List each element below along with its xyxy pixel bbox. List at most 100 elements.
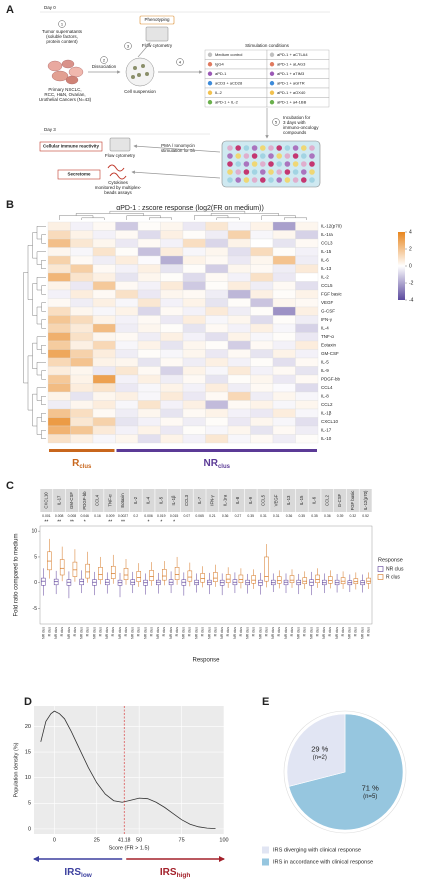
x-tick-label: NR clus (143, 627, 147, 639)
strip (180, 489, 193, 512)
strip (91, 489, 104, 512)
condition: aPD-1 + aGITR (277, 81, 305, 86)
dendrogram (41, 285, 46, 295)
well (284, 177, 291, 183)
heatmap-cell (205, 289, 229, 299)
heatmap-cell (47, 391, 71, 401)
legend-label: IRS diverging with clinical response (273, 847, 361, 853)
heatmap-cell (137, 238, 161, 248)
condition: IgG4 (215, 62, 224, 67)
heatmap-cell (115, 306, 139, 316)
day-label: Day 3 (44, 127, 56, 132)
heatmap-cell (160, 281, 184, 291)
heatmap-cell (295, 391, 319, 401)
strip (295, 489, 308, 512)
strip-label: IFN-γ (210, 494, 215, 505)
supernatant-line: (soluble factors, (46, 34, 78, 39)
well (227, 153, 233, 159)
well (260, 169, 266, 175)
x-tick-label: NR clus (297, 627, 301, 639)
strip-label: IL-13 (286, 495, 291, 505)
box (238, 574, 244, 583)
step-number: 1 (61, 21, 64, 26)
x-tick-label: R clus (354, 627, 358, 637)
condition: aPD-1 (215, 71, 227, 76)
heatmap-cell (205, 408, 229, 418)
x-tick-label: NR clus (156, 627, 160, 639)
strip (346, 489, 359, 512)
well (268, 153, 274, 159)
heatmap-cell (160, 417, 184, 427)
x-tick-label: NR clus (335, 627, 339, 639)
tumor-line: Urothelial Cancers (N=43) (39, 97, 92, 102)
heatmap-cell (272, 247, 296, 257)
y-tick-label: 20 (25, 724, 31, 730)
strip (155, 489, 168, 512)
strip-label: CCL3 (184, 494, 189, 506)
heatmap-cell (92, 340, 116, 350)
heatmap-cell (182, 417, 206, 427)
heatmap-cell (92, 357, 116, 367)
cluster-label: NRclus (204, 458, 231, 470)
condition: IL-2 (215, 90, 223, 95)
p-value: 0.35 (311, 514, 318, 518)
dendrogram (32, 342, 37, 369)
heatmap-cell (205, 255, 229, 265)
x-tick-label: R clus (367, 627, 371, 637)
row-label: IFN-γ (321, 317, 333, 322)
heatmap-cell (205, 281, 229, 291)
irs-name: IRS (160, 867, 177, 878)
row-label: CCL4 (321, 385, 333, 390)
heatmap-cell (47, 349, 71, 359)
heatmap-cell (47, 408, 71, 418)
row-label: CCL5 (321, 283, 333, 288)
condition: aPD-1 + aOX40 (277, 90, 306, 95)
heatmap-cell (137, 298, 161, 308)
heatmap-cell (92, 272, 116, 282)
strip (219, 489, 232, 512)
p-value: 0.21 (209, 514, 216, 518)
x-tick-label: NR clus (207, 627, 211, 639)
condition: aPD-1 + IL-2 (215, 100, 239, 105)
x-axis-title: Score (FR > 1.5) (109, 845, 150, 851)
density-line (40, 710, 216, 830)
x-tick-label: NR clus (67, 627, 71, 639)
x-tick-label: NR clus (195, 627, 199, 639)
heatmap-cell (160, 357, 184, 367)
x-tick-label: R clus (98, 627, 102, 637)
box (251, 575, 256, 584)
heatmap-cell (250, 230, 274, 240)
box (200, 573, 205, 583)
heatmap-cell (205, 315, 229, 325)
colorbar (398, 232, 405, 300)
tumor-line: Primary NSCLC, (48, 87, 81, 92)
box (174, 567, 180, 580)
heatmap-cell (92, 408, 116, 418)
heatmap-cell (160, 425, 184, 435)
strip-label: FGF basic (350, 490, 355, 511)
legend-swatch (377, 566, 384, 572)
strip (193, 489, 206, 512)
heatmap-cell (70, 366, 94, 376)
heatmap-cell (250, 315, 274, 325)
well (243, 169, 250, 175)
row-label: IL-1β (321, 410, 332, 415)
strip (231, 489, 245, 512)
heatmap-cell (272, 315, 296, 325)
strip (53, 489, 66, 512)
cytokine-line: beads assays (104, 190, 132, 195)
heatmap-cell (250, 374, 274, 384)
cluster-subscript: clus (79, 464, 92, 470)
heatmap-cell (295, 425, 319, 435)
irs-name: IRS (64, 867, 81, 878)
dendrogram (32, 393, 37, 427)
heatmap-cell (205, 349, 229, 359)
heatmap-cell (137, 408, 161, 418)
heatmap-cell (295, 306, 319, 316)
phenotyping: Phenotyping (144, 17, 170, 22)
heatmap-cell (182, 349, 206, 359)
heatmap-cell (227, 366, 251, 376)
heatmap-cell (92, 221, 116, 231)
well (251, 153, 258, 159)
x-tick-label: R clus (213, 627, 217, 637)
